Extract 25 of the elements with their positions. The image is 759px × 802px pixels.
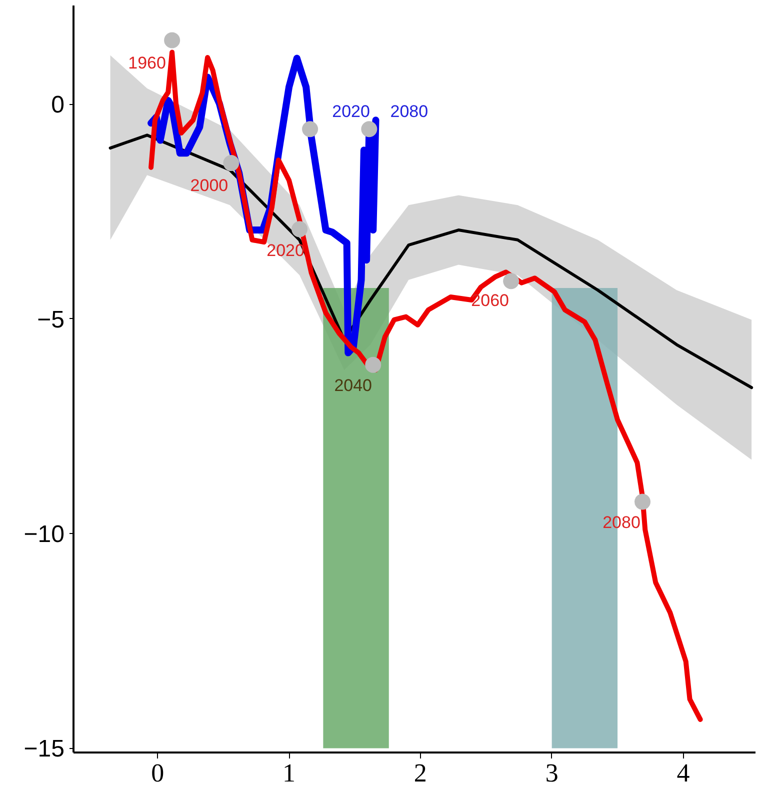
annotation: 1960 xyxy=(128,53,166,72)
annotation: 2080 xyxy=(602,512,640,532)
y-tick-label: −5 xyxy=(37,306,65,334)
annotation: 2040 xyxy=(334,376,372,395)
point xyxy=(503,273,520,290)
point xyxy=(634,494,650,510)
annotation: 2020 xyxy=(266,241,304,260)
point xyxy=(361,121,378,138)
point xyxy=(292,221,308,238)
x-tick-label: 1 xyxy=(282,758,296,788)
annotation: 2000 xyxy=(190,176,228,196)
x-tick-label: 0 xyxy=(151,758,164,788)
annotation: 2020 xyxy=(332,102,370,122)
y-tick-label: −15 xyxy=(24,736,65,763)
y-tick-label: 0 xyxy=(51,92,65,119)
point xyxy=(223,155,240,172)
point xyxy=(164,32,180,48)
x-tick-label: 3 xyxy=(545,758,558,788)
annotation: 2060 xyxy=(471,291,510,310)
annotation: 2080 xyxy=(390,102,428,122)
x-tick-label: 2 xyxy=(414,758,427,788)
x-tick-label: 4 xyxy=(676,758,690,788)
point xyxy=(302,121,318,138)
point xyxy=(365,356,382,373)
y-tick-label: −10 xyxy=(24,521,65,548)
